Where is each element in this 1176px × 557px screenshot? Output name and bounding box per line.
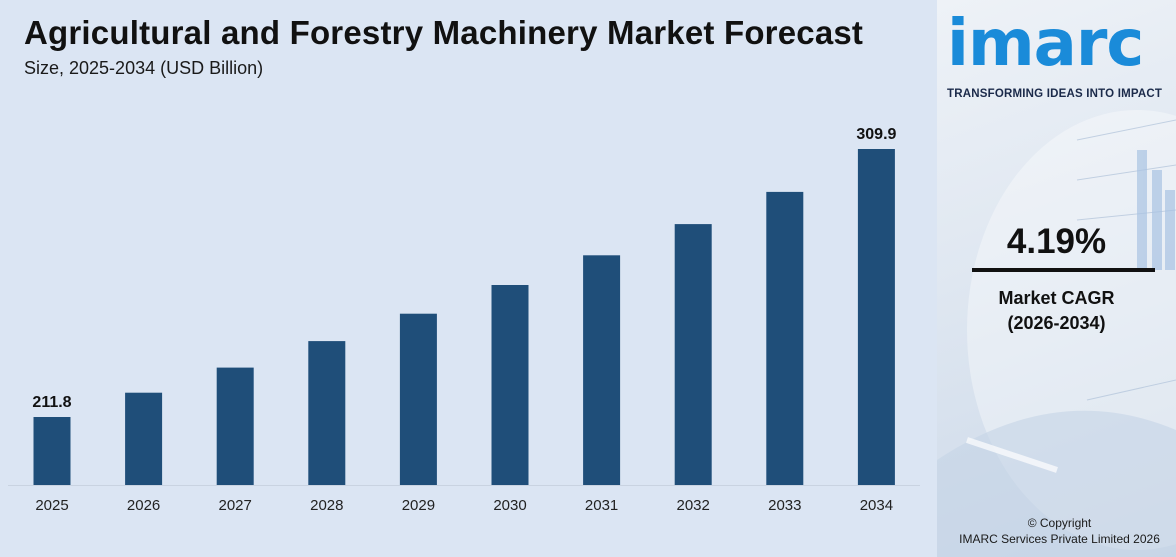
cagr-label: Market CAGR (2026-2034) [937, 286, 1176, 336]
x-tick-label-2027: 2027 [219, 497, 252, 514]
copyright: © Copyright IMARC Services Private Limit… [937, 515, 1176, 547]
x-tick-label-2031: 2031 [585, 497, 618, 514]
bar-2028 [308, 341, 346, 485]
side-panel: imarc TRANSFORMING IDEAS INTO IMPACT 4.1… [937, 0, 1176, 557]
cagr-divider [972, 268, 1155, 272]
copyright-line2: IMARC Services Private Limited 2026 [959, 532, 1160, 546]
bar-2025 [33, 417, 71, 485]
chart-title: Agricultural and Forestry Machinery Mark… [24, 14, 864, 51]
bar-2027 [216, 367, 254, 485]
x-tick-label-2033: 2033 [768, 497, 801, 514]
bar-chart: 2025 211.8 2026 2027 2028 2029 2030 2031 2032 203… [8, 126, 920, 514]
cagr-label-line2: (2026-2034) [1007, 313, 1106, 333]
cagr-label-line1: Market CAGR [998, 288, 1115, 308]
bar-2032 [674, 224, 712, 485]
bar-2031 [583, 255, 621, 485]
x-tick-label-2034: 2034 [860, 497, 893, 514]
bar-2026 [125, 392, 163, 485]
copyright-line1: © Copyright [1027, 516, 1092, 530]
bar-2033 [766, 191, 804, 485]
data-label-2034: 309.9 [856, 126, 896, 143]
background-chart-decoration-icon [937, 110, 1176, 557]
x-tick-label-2028: 2028 [310, 497, 343, 514]
bar-2029 [399, 313, 437, 485]
x-tick-label-2032: 2032 [677, 497, 710, 514]
x-tick-label-2029: 2029 [402, 497, 435, 514]
x-tick-label-2025: 2025 [35, 497, 68, 514]
logo-tagline: TRANSFORMING IDEAS INTO IMPACT [947, 88, 1163, 100]
bar-2034 [857, 149, 895, 485]
x-tick-label-2030: 2030 [493, 497, 526, 514]
cagr-value: 4.19% [1006, 222, 1107, 261]
x-tick-label-2026: 2026 [127, 497, 160, 514]
imarc-logo: imarc TRANSFORMING IDEAS INTO IMPACT [947, 8, 1172, 100]
logo-wordmark: imarc [947, 7, 1144, 81]
bar-2030 [491, 285, 529, 485]
data-label-2025: 211.8 [32, 394, 71, 411]
chart-panel: Agricultural and Forestry Machinery Mark… [0, 0, 937, 557]
chart-subtitle: Size, 2025-2034 (USD Billion) [24, 58, 264, 78]
